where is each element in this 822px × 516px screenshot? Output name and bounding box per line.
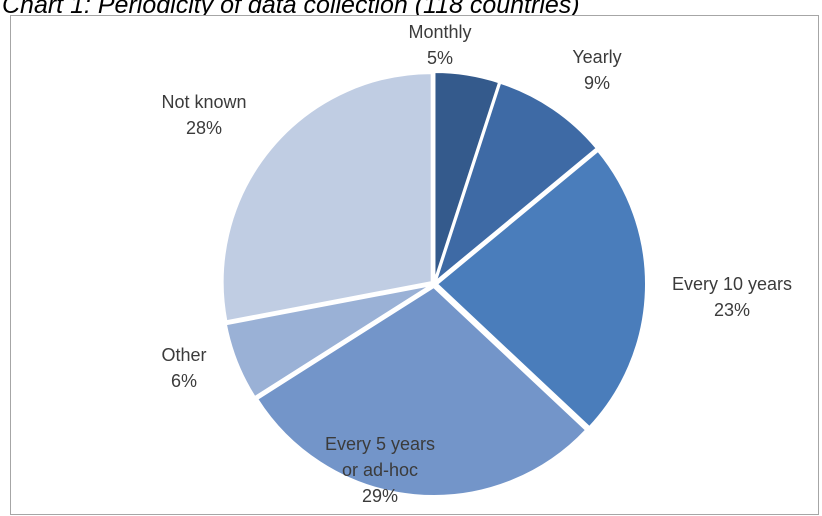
slice-label-not-known: Not known 28%	[161, 92, 246, 138]
slice-percent-monthly: 5%	[427, 48, 453, 68]
pie-slice-every-5-years-or-ad-hoc	[256, 285, 588, 497]
slice-label-other: Other 6%	[161, 345, 206, 391]
slice-name-every-10-years: Every 10 years	[672, 274, 792, 294]
pie-slice-other	[224, 284, 433, 399]
pie-slice-not-known	[221, 72, 433, 323]
slice-label-every-10-years: Every 10 years 23%	[672, 274, 792, 320]
slice-name-every-5-years-or-ad-hoc: Every 5 years	[325, 434, 435, 454]
slice-name-yearly: Yearly	[572, 47, 621, 67]
slice-percent-not-known: 28%	[186, 118, 222, 138]
slice-name-other: Other	[161, 345, 206, 365]
slice-label-every-5-years-or-ad-hoc: Every 5 years or ad-hoc 29%	[325, 434, 435, 506]
chart-caption: Chart 1: Periodicity of data collection …	[2, 0, 580, 19]
slice-percent-every-5-years-or-ad-hoc: 29%	[362, 486, 398, 506]
pie-slice-monthly	[433, 71, 501, 283]
slice-label-monthly: Monthly 5%	[408, 22, 471, 68]
pie-slice-every-10-years	[435, 149, 647, 429]
slice-name-not-known: Not known	[161, 92, 246, 112]
slice-percent-yearly: 9%	[584, 73, 610, 93]
slice-percent-every-10-years: 23%	[714, 300, 750, 320]
slice-name-every-5-years-or-ad-hoc: or ad-hoc	[342, 460, 418, 480]
slice-name-monthly: Monthly	[408, 22, 471, 42]
slice-percent-other: 6%	[171, 371, 197, 391]
pie-labels: Monthly 5% Yearly 9%Every 10 years 23%Every …	[161, 22, 792, 506]
slice-label-yearly: Yearly 9%	[572, 47, 621, 93]
pie-slice-yearly	[434, 81, 598, 283]
pie-slices	[221, 71, 647, 497]
